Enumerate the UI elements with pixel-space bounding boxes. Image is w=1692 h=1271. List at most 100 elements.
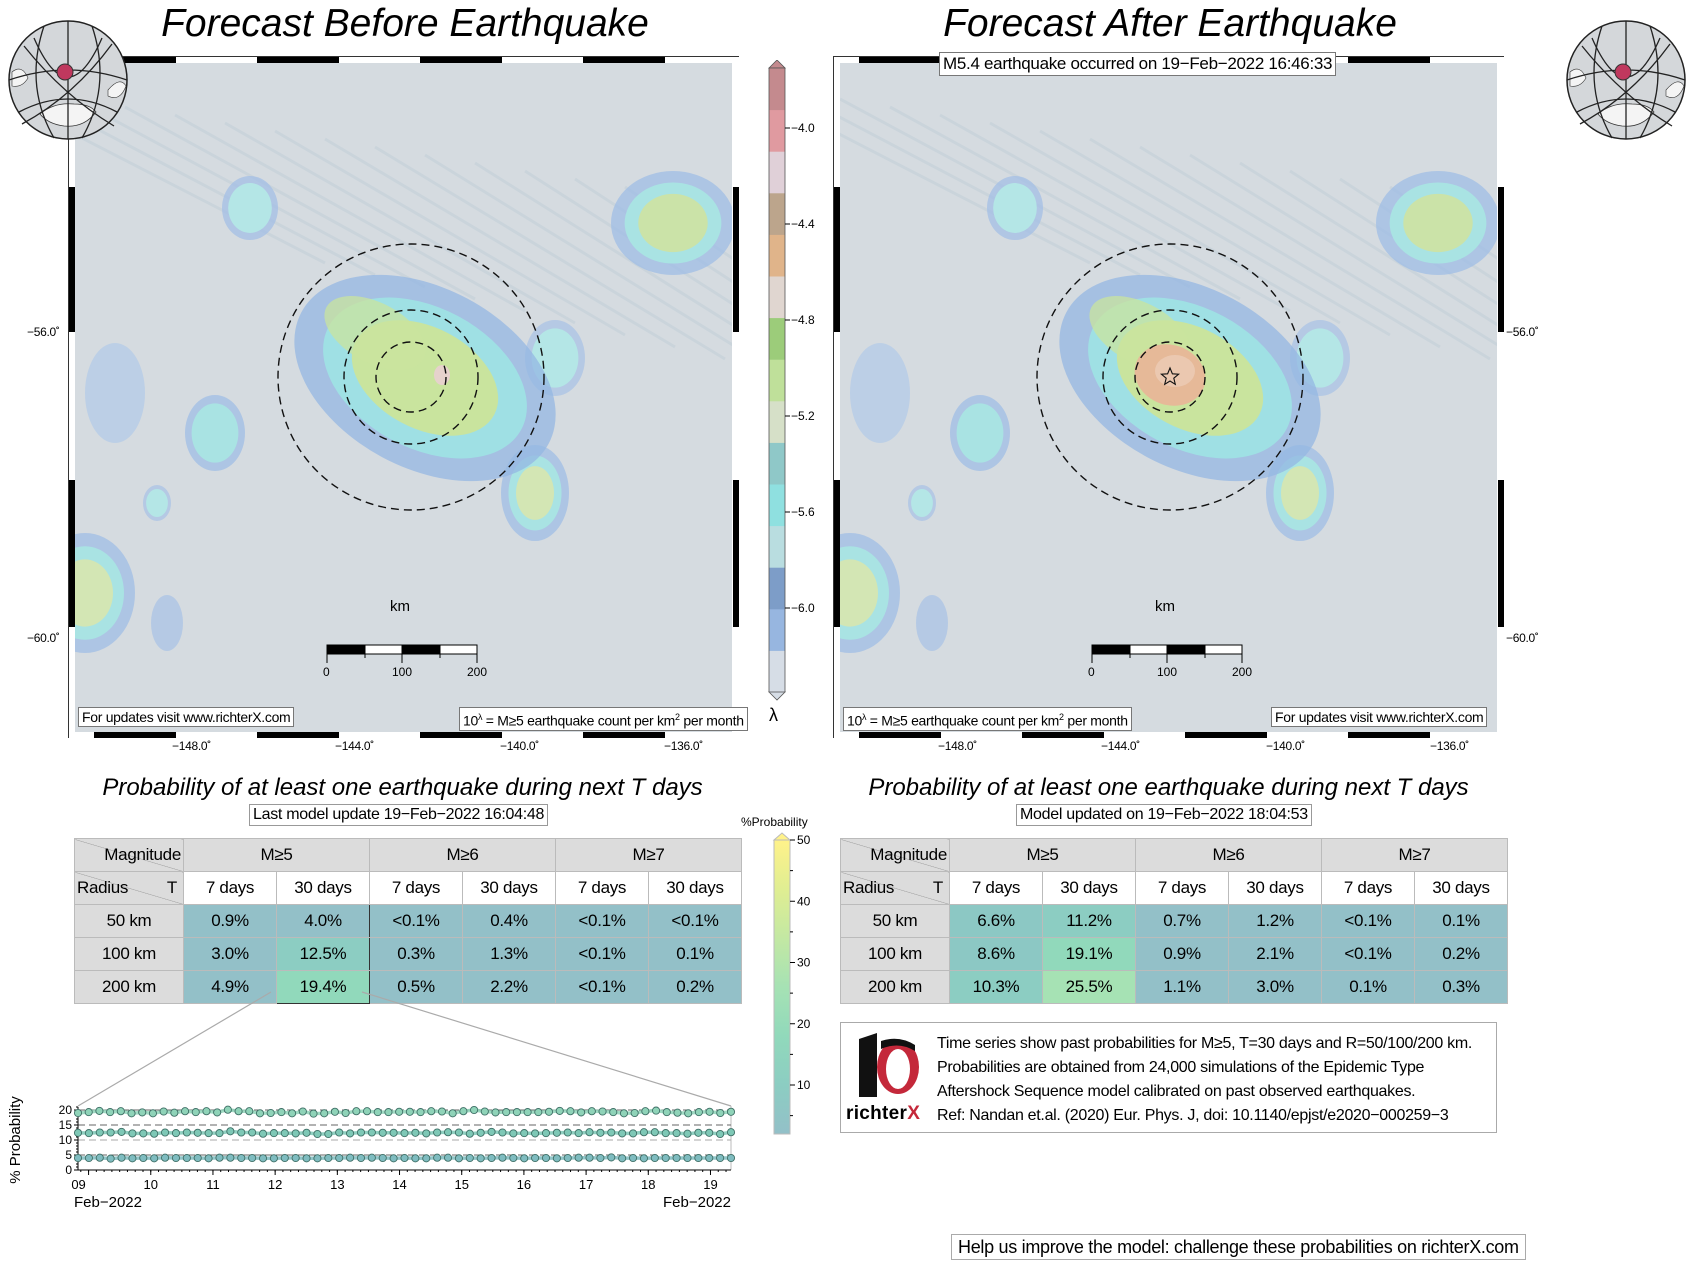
probability-cell[interactable]: 0.1% — [1321, 970, 1415, 1004]
probability-cell[interactable]: <0.1% — [1321, 904, 1415, 938]
probability-cell[interactable]: 0.2% — [1414, 937, 1508, 971]
probability-cell[interactable]: 1.3% — [462, 937, 556, 971]
left-updates-note[interactable]: For updates visit www.richterX.com — [78, 707, 295, 727]
probability-cell[interactable]: 3.0% — [183, 937, 277, 971]
data-point — [255, 1109, 265, 1118]
data-point — [454, 1154, 463, 1163]
data-point — [234, 1107, 243, 1116]
data-point — [171, 1129, 180, 1138]
probability-cell[interactable]: 1.2% — [1228, 904, 1322, 938]
data-point — [193, 1128, 202, 1137]
data-point — [226, 1127, 235, 1136]
probability-cell[interactable]: <0.1% — [648, 904, 742, 938]
data-point — [596, 1128, 605, 1137]
right-lat-label-56: −56.0˚ — [1506, 325, 1539, 339]
probability-cell[interactable]: 0.9% — [183, 904, 277, 938]
lambda-colorbar: −4.0 −4.4 −4.8 −5.2 −5.6 −6.0 — [768, 60, 815, 701]
forecast-contour — [911, 488, 933, 518]
data-point — [117, 1127, 126, 1136]
data-point — [248, 1128, 257, 1137]
probability-cell[interactable]: 2.2% — [462, 970, 556, 1004]
data-point — [335, 1153, 344, 1163]
data-point — [106, 1154, 115, 1163]
data-point — [465, 1129, 474, 1138]
data-point — [480, 1107, 489, 1116]
data-point — [95, 1106, 104, 1115]
help-link[interactable]: Help us improve the model: challenge the… — [951, 1234, 1526, 1260]
data-point — [291, 1153, 300, 1163]
left-lon-label: −136.0˚ — [664, 739, 703, 753]
probability-cell[interactable]: <0.1% — [555, 904, 649, 938]
probability-cell[interactable]: 0.1% — [648, 937, 742, 971]
data-point — [411, 1128, 420, 1137]
forecast-contour — [1403, 193, 1473, 253]
colorbar-swatch — [769, 608, 785, 651]
region-marker — [56, 63, 74, 81]
data-point — [170, 1108, 179, 1117]
legend-suffix: per month — [1063, 712, 1128, 729]
probability-cell[interactable]: <0.1% — [555, 970, 649, 1004]
probability-cell[interactable]: 2.1% — [1228, 937, 1322, 971]
colorbar-tick-label: 30 — [797, 956, 811, 970]
probability-cell[interactable]: 8.6% — [949, 937, 1043, 971]
probability-cell[interactable]: <0.1% — [1321, 937, 1415, 971]
colorbar-swatch — [769, 442, 785, 485]
data-point — [95, 1153, 104, 1162]
data-point — [487, 1127, 496, 1136]
probability-cell[interactable]: 0.2% — [648, 970, 742, 1004]
right-map-canvas[interactable] — [840, 63, 1497, 732]
right-update-label: Model updated on 19−Feb−2022 18:04:53 — [1016, 804, 1312, 826]
probability-cell[interactable]: 11.2% — [1042, 904, 1136, 938]
data-point — [541, 1129, 551, 1138]
radius-label: 50 km — [74, 904, 184, 938]
colorbar-swatch — [769, 234, 785, 277]
forecast-contour — [916, 595, 948, 651]
probability-cell[interactable]: 4.0% — [276, 904, 370, 938]
seafloor-ridge — [524, 169, 732, 306]
seafloor-ridge — [324, 137, 676, 349]
left-table-title: Probability of at least one earthquake d… — [102, 774, 703, 801]
data-point — [607, 1153, 616, 1162]
data-point — [215, 1153, 224, 1162]
left-map-canvas[interactable] — [75, 63, 732, 732]
forecast-contour — [956, 403, 1004, 463]
data-point — [574, 1129, 583, 1138]
data-point — [95, 1128, 104, 1137]
corner-radius-t: Radius T — [74, 871, 184, 905]
probability-cell[interactable]: <0.1% — [555, 937, 649, 971]
probability-cell[interactable]: 12.5% — [276, 937, 370, 971]
epicenter-star-icon — [1159, 366, 1181, 386]
right-updates-note[interactable]: For updates visit www.richterX.com — [1271, 707, 1488, 727]
table-row: 200 km 10.3% 25.5% 1.1% 3.0% 0.1% 0.3% — [840, 970, 1508, 1004]
data-point — [280, 1129, 289, 1138]
legend-exponent: λ — [477, 712, 483, 722]
probability-cell[interactable]: 0.9% — [1135, 937, 1229, 971]
data-point — [269, 1129, 278, 1138]
probability-cell[interactable]: 6.6% — [949, 904, 1043, 938]
data-point — [523, 1108, 532, 1117]
probability-cell[interactable]: 3.0% — [1228, 970, 1322, 1004]
probability-cell[interactable]: 19.1% — [1042, 937, 1136, 971]
radius-200km-circle — [277, 243, 545, 511]
probability-cell[interactable]: 0.1% — [1414, 904, 1508, 938]
radius-100km-circle — [343, 309, 479, 445]
probability-cell[interactable]: 0.3% — [1414, 970, 1508, 1004]
probability-cell[interactable]: 0.3% — [369, 937, 463, 971]
probability-cell[interactable]: 0.4% — [462, 904, 556, 938]
colorbar-swatch — [769, 68, 785, 111]
seafloor-ridge — [840, 115, 1141, 277]
period-header: 7 days — [1135, 871, 1229, 905]
data-point — [443, 1128, 453, 1137]
corner-magnitude: Magnitude — [74, 838, 184, 872]
probability-cell[interactable]: 19.4% — [276, 970, 370, 1004]
probability-cell[interactable]: 0.7% — [1135, 904, 1229, 938]
corner-magnitude: Magnitude — [840, 838, 950, 872]
probability-cell[interactable]: 25.5% — [1042, 970, 1136, 1004]
probability-cell[interactable]: 1.1% — [1135, 970, 1229, 1004]
data-point — [400, 1129, 409, 1138]
probability-cell[interactable]: 0.5% — [369, 970, 463, 1004]
period-header: 7 days — [1321, 871, 1415, 905]
probability-cell[interactable]: 10.3% — [949, 970, 1043, 1004]
forecast-contour — [993, 183, 1037, 233]
probability-cell[interactable]: <0.1% — [369, 904, 463, 938]
